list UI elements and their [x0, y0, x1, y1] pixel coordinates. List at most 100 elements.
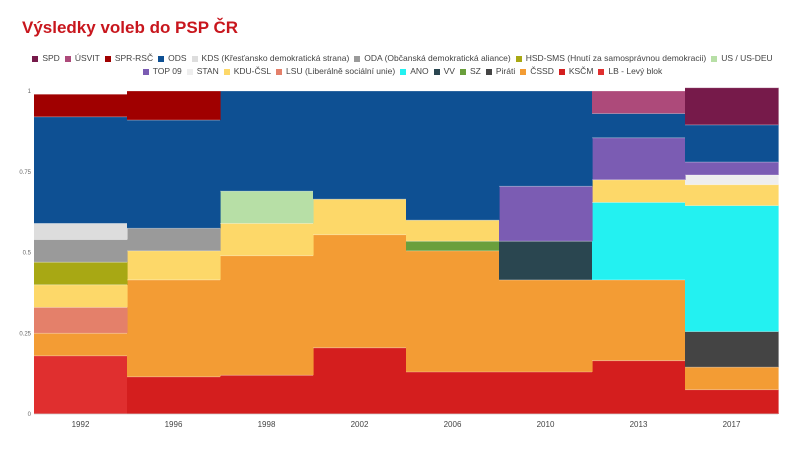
band-kdu-csl-1998[interactable] [220, 223, 314, 256]
x-tick-label-1996: 1996 [165, 420, 183, 429]
band-oda-obcanska-demokraticka-aliance-1992[interactable] [34, 239, 128, 263]
legend-item-spr-rsc[interactable]: SPR-RSČ [104, 52, 154, 65]
legend-swatch [191, 55, 198, 62]
legend-swatch [104, 55, 111, 62]
series-vv [499, 241, 593, 280]
legend-item-stan[interactable]: STAN [186, 65, 219, 78]
legend-item-spd[interactable]: SPD [32, 52, 60, 65]
band-top-09-2017[interactable] [685, 162, 779, 175]
legend-swatch [520, 68, 527, 75]
legend-swatch [158, 55, 165, 62]
band-pirati-2017[interactable] [685, 331, 779, 368]
series-kscm [127, 347, 779, 414]
band-ano-2017[interactable] [685, 205, 779, 332]
legend-item-kdu-csl[interactable]: KDU-ČSL [223, 65, 272, 78]
band-stan-2017[interactable] [685, 174, 779, 185]
band-spd-2017[interactable] [685, 87, 779, 125]
legend-item-vv[interactable]: VV [433, 65, 455, 78]
band-ods-2010[interactable] [499, 91, 593, 187]
band-cssd-1998[interactable] [220, 255, 314, 376]
band-kscm-2013[interactable] [592, 360, 686, 414]
band-oda-obcanska-demokraticka-aliance-1996[interactable] [127, 228, 221, 251]
series-ano [592, 202, 779, 332]
band-sz-2006[interactable] [406, 241, 500, 251]
band-cssd-2013[interactable] [592, 279, 686, 361]
band-ods-2017[interactable] [685, 124, 779, 163]
series-ods [34, 91, 779, 229]
legend-item-lb-levy-blok[interactable]: LB - Levý blok [598, 65, 662, 78]
band-cssd-2010[interactable] [499, 279, 593, 373]
band-ano-2013[interactable] [592, 202, 686, 280]
band-us-us-deu-1998[interactable] [220, 191, 314, 224]
band-kscm-2010[interactable] [499, 372, 593, 414]
band-ods-2002[interactable] [313, 91, 407, 200]
band-vv-2010[interactable] [499, 241, 593, 280]
band-spr-rsc-1996[interactable] [127, 91, 221, 121]
legend-swatch [354, 55, 361, 62]
band-cssd-2006[interactable] [406, 250, 500, 373]
legend-swatch [515, 55, 522, 62]
legend-item-cssd[interactable]: ČSSD [520, 65, 554, 78]
band-ods-1996[interactable] [127, 120, 221, 229]
legend-label: KDS (Křesťansko demokratická strana) [201, 53, 350, 63]
band-hsd-sms-hnuti-za-samospravnou-demokracii-1992[interactable] [34, 262, 128, 285]
legend-item-pirati[interactable]: Piráti [485, 65, 515, 78]
series-sz [406, 241, 500, 251]
series-kds-krestansko-demokraticka-strana [34, 223, 128, 240]
legend-item-lsu-liberalne-socialni-unie[interactable]: LSU (Liberálně sociální unie) [276, 65, 395, 78]
legend-item-top-09[interactable]: TOP 09 [142, 65, 182, 78]
band-spr-rsc-1992[interactable] [34, 94, 128, 117]
legend-item-ods[interactable]: ODS [158, 52, 187, 65]
y-tick-label: 0.5 [23, 251, 32, 257]
band-ods-1998[interactable] [220, 91, 314, 192]
legend-item-ano[interactable]: ANO [400, 65, 429, 78]
band-kscm-2006[interactable] [406, 372, 500, 414]
band-ods-2006[interactable] [406, 91, 500, 221]
band-kscm-2002[interactable] [313, 347, 407, 414]
series-kdu-csl [34, 179, 779, 308]
legend-item-oda-obcanska-demokraticka-aliance[interactable]: ODA (Občanská demokratická aliance) [354, 52, 511, 65]
band-kscm-2017[interactable] [685, 389, 779, 414]
band-kscm-1998[interactable] [220, 375, 314, 414]
x-tick-label-2013: 2013 [630, 420, 648, 429]
legend-label: SPR-RSČ [114, 53, 154, 63]
legend-label: ANO [410, 66, 429, 76]
y-tick-label: 1 [28, 89, 32, 95]
legend-item-us-us-deu[interactable]: US / US-DEU [711, 52, 773, 65]
band-lsu-liberalne-socialni-unie-1992[interactable] [34, 307, 128, 334]
band-ods-1992[interactable] [34, 116, 128, 224]
legend-item-kds-krestansko-demokraticka-strana[interactable]: KDS (Křesťansko demokratická strana) [191, 52, 350, 65]
series-lb-levy-blok [34, 355, 128, 414]
legend-label: KDU-ČSL [233, 66, 272, 76]
legend-item-usvit[interactable]: ÚSVIT [64, 52, 100, 65]
band-cssd-2002[interactable] [313, 234, 407, 348]
legend-label: VV [443, 66, 455, 76]
legend-swatch [485, 68, 492, 75]
legend-label: US / US-DEU [721, 53, 773, 63]
band-usvit-2013[interactable] [592, 91, 686, 114]
legend-item-sz[interactable]: SZ [459, 65, 481, 78]
band-kscm-1996[interactable] [127, 376, 221, 414]
series-top-09 [499, 137, 779, 242]
legend-label: ÚSVIT [74, 53, 100, 63]
band-cssd-1992[interactable] [34, 333, 128, 356]
band-ods-2013[interactable] [592, 113, 686, 138]
band-cssd-1996[interactable] [127, 279, 221, 377]
band-lb-levy-blok-1992[interactable] [34, 355, 128, 414]
series-us-us-deu [220, 191, 314, 224]
legend-item-hsd-sms-hnuti-za-samospravnou-demokracii[interactable]: HSD-SMS (Hnutí za samosprávnou demokraci… [515, 52, 706, 65]
series-cssd [34, 234, 779, 390]
band-top-09-2013[interactable] [592, 137, 686, 180]
band-top-09-2010[interactable] [499, 186, 593, 242]
legend-item-kscm[interactable]: KSČM [558, 65, 593, 78]
band-kdu-csl-2002[interactable] [313, 199, 407, 235]
band-kdu-csl-1996[interactable] [127, 250, 221, 280]
band-cssd-2017[interactable] [685, 367, 779, 390]
band-kdu-csl-1992[interactable] [34, 284, 128, 308]
band-kdu-csl-2013[interactable] [592, 179, 686, 203]
band-kdu-csl-2017[interactable] [685, 184, 779, 206]
legend-swatch [459, 68, 466, 75]
legend-swatch [276, 68, 283, 75]
band-kdu-csl-2006[interactable] [406, 220, 500, 242]
band-kds-krestansko-demokraticka-strana-1992[interactable] [34, 223, 128, 240]
